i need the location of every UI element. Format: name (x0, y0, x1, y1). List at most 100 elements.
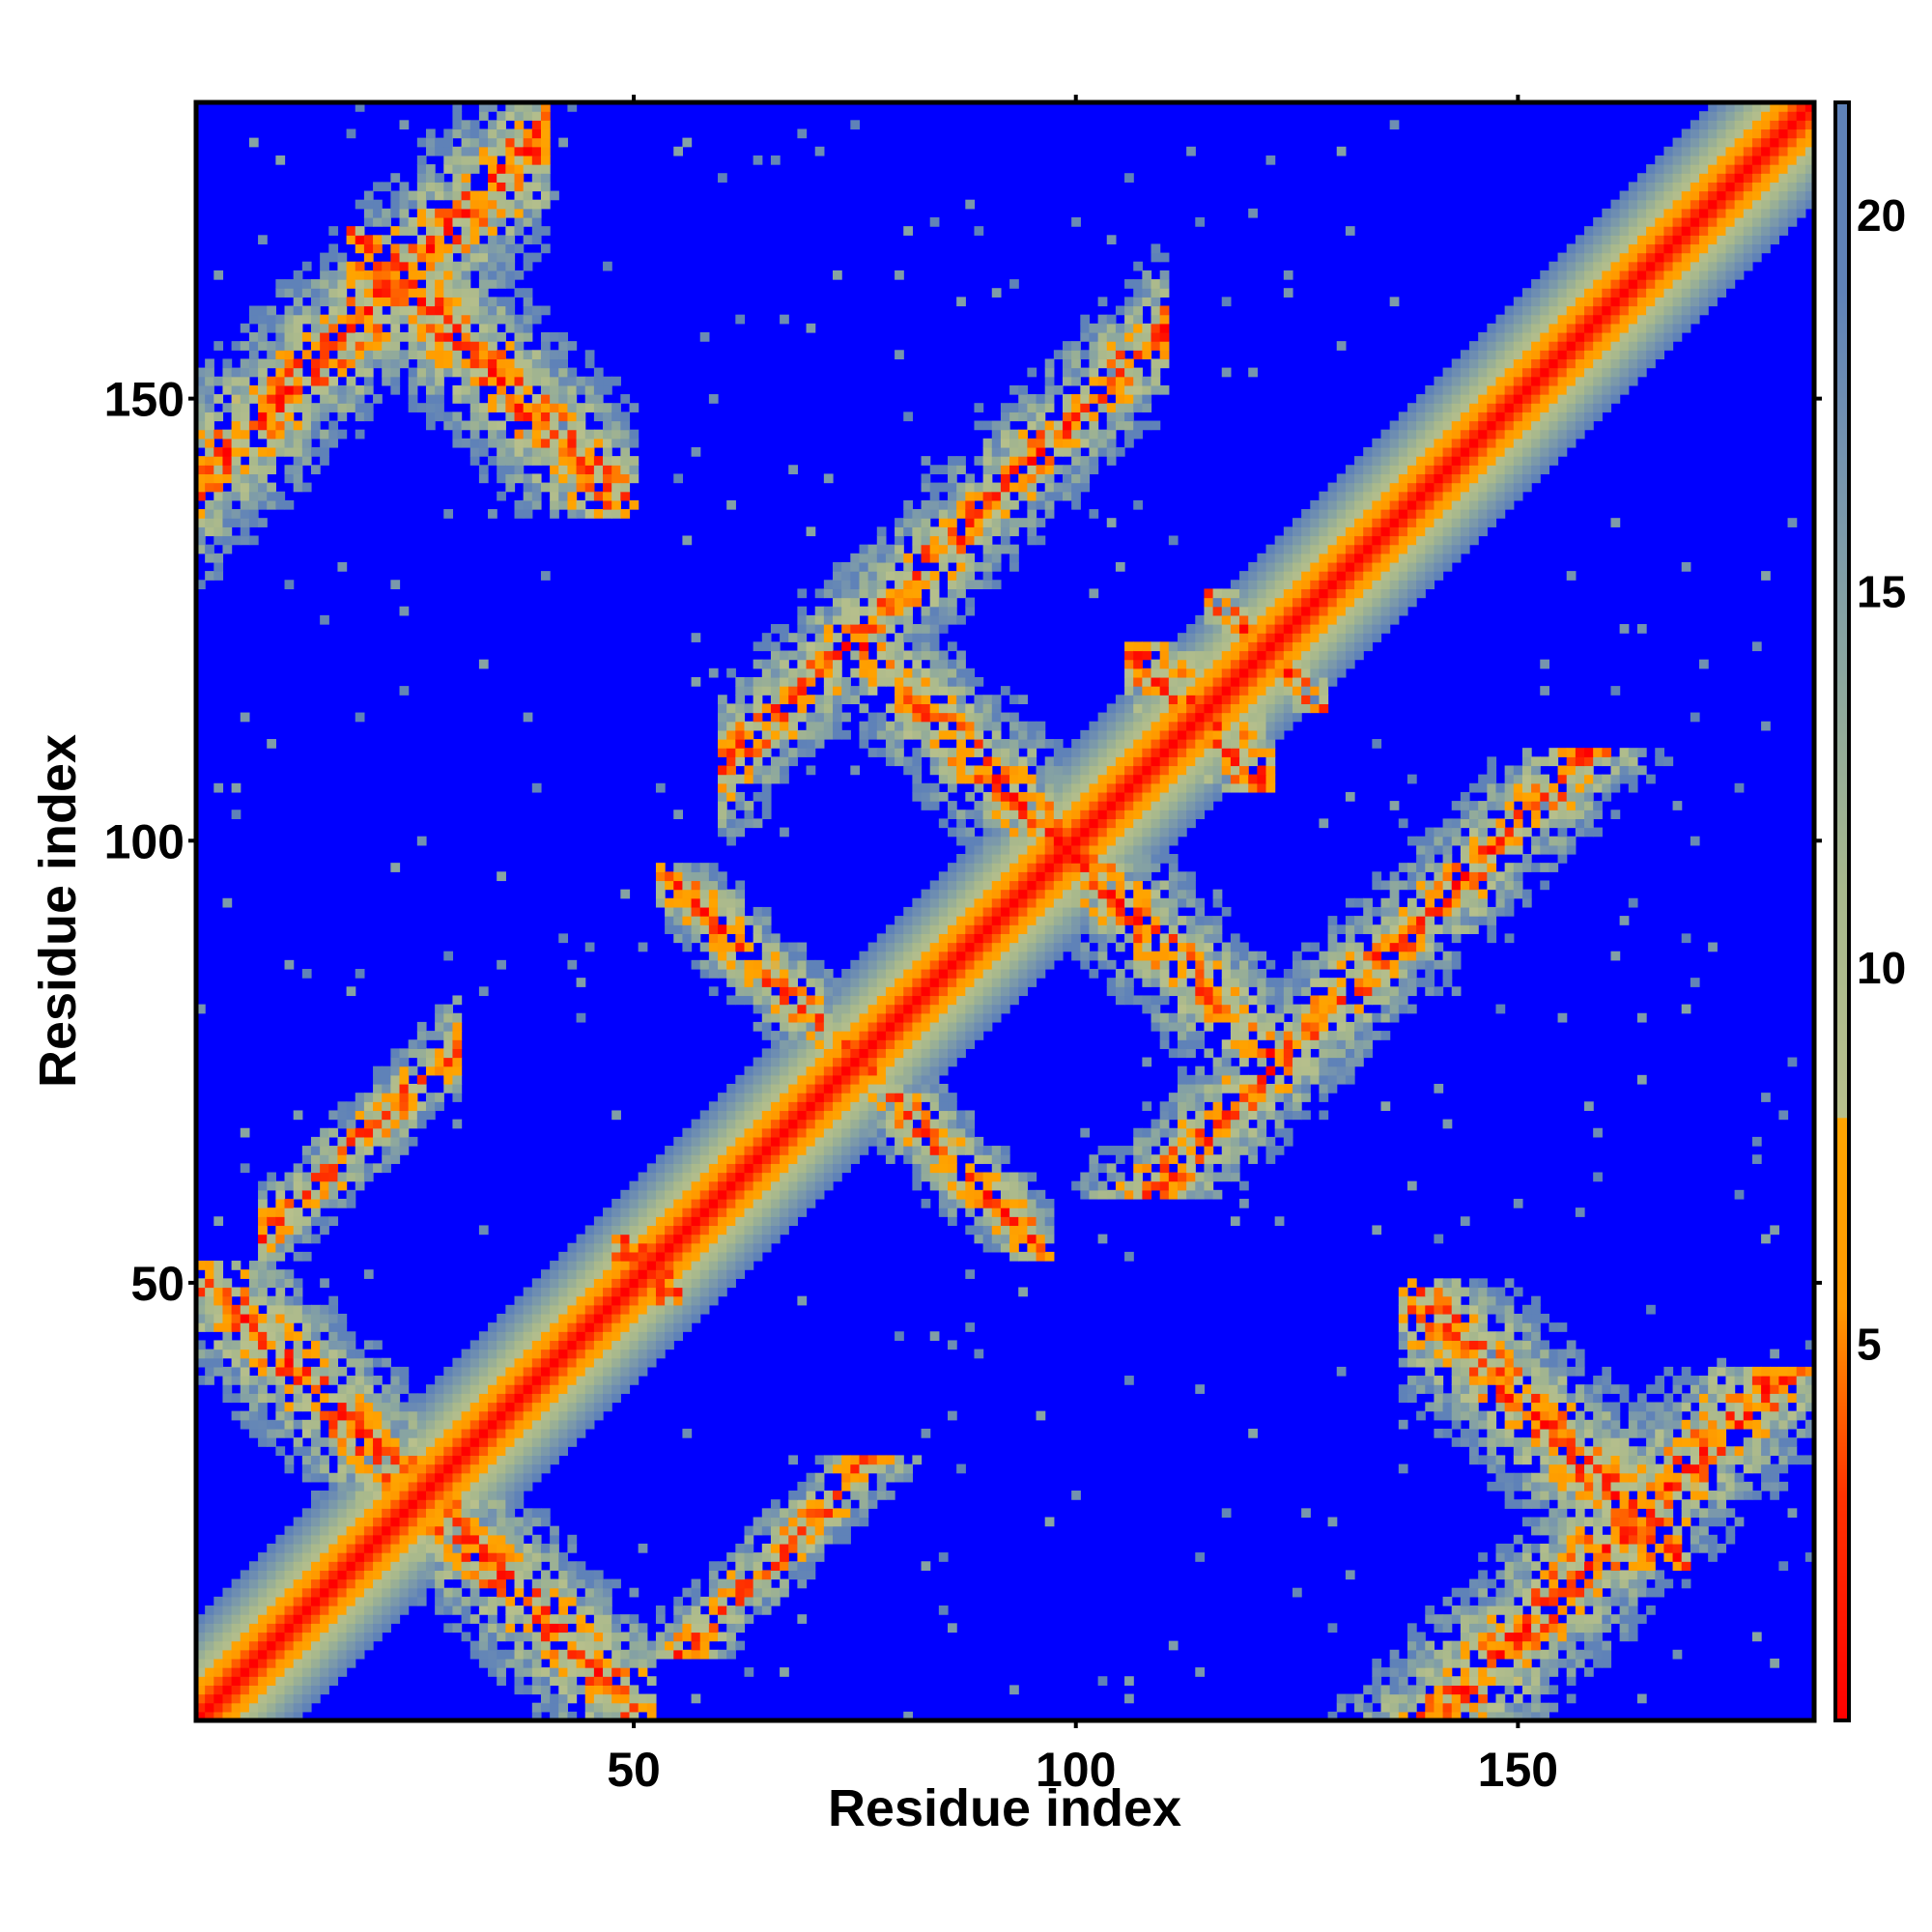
heatmap-cell (425, 173, 436, 183)
heatmap-cell (620, 394, 631, 404)
heatmap-cell (531, 1331, 542, 1342)
heatmap-cell (1619, 1455, 1630, 1465)
heatmap-cell (213, 1702, 224, 1713)
heatmap-cell (718, 1561, 727, 1571)
heatmap-cell (301, 1649, 312, 1660)
heatmap-cell (691, 1287, 701, 1297)
heatmap-cell (337, 1649, 348, 1660)
heatmap-cell (337, 1331, 348, 1342)
heatmap-cell (1548, 1517, 1559, 1527)
heatmap-cell (408, 1083, 418, 1094)
heatmap-cell (275, 1543, 286, 1553)
heatmap-cell (416, 1446, 427, 1457)
heatmap-cell (1495, 1702, 1506, 1713)
heatmap-cell (1540, 1455, 1550, 1465)
heatmap-cell (373, 297, 383, 307)
heatmap-cell (258, 235, 268, 245)
heatmap-cell (390, 305, 401, 316)
heatmap-cell (284, 1331, 295, 1342)
heatmap-cell (1416, 1357, 1426, 1368)
heatmap-cell (222, 465, 233, 475)
heatmap-cell (196, 394, 206, 404)
heatmap-cell (531, 252, 542, 263)
heatmap-cell (390, 1472, 401, 1483)
heatmap-cell (382, 1491, 391, 1500)
heatmap-cell (337, 1455, 348, 1465)
heatmap-cell (328, 1534, 339, 1545)
heatmap-cell (461, 1437, 471, 1447)
heatmap-cell (275, 1693, 286, 1704)
heatmap-cell (231, 412, 242, 422)
heatmap-cell (337, 1517, 348, 1527)
heatmap-cell (248, 331, 259, 342)
heatmap-cell (425, 1393, 436, 1404)
heatmap-cell (258, 1596, 268, 1606)
heatmap-cell (1195, 1384, 1206, 1394)
heatmap-cell (469, 216, 480, 227)
heatmap-cell (1636, 1393, 1647, 1404)
heatmap-cell (452, 128, 463, 139)
heatmap-cell (1593, 1658, 1603, 1668)
heatmap-cell (1593, 1517, 1603, 1527)
heatmap-cell (584, 1605, 595, 1615)
heatmap-cell (363, 1127, 374, 1138)
heatmap-cell (1619, 1596, 1630, 1606)
heatmap-cell (435, 1402, 444, 1412)
heatmap-cell (301, 1366, 312, 1377)
heatmap-cell (355, 1093, 365, 1102)
heatmap-cell (540, 358, 551, 369)
heatmap-cell (708, 1261, 719, 1270)
heatmap-cell (1628, 1525, 1638, 1536)
heatmap-cell (558, 1632, 569, 1642)
heatmap-cell (258, 499, 268, 510)
heatmap-cell (708, 968, 719, 979)
heatmap-cell (461, 261, 471, 271)
heatmap-cell (461, 1428, 471, 1438)
heatmap-cell (753, 1578, 763, 1589)
heatmap-cell (1619, 1614, 1630, 1624)
heatmap-cell (1593, 1605, 1603, 1615)
heatmap-cell (497, 120, 506, 130)
heatmap-cell (806, 1481, 816, 1492)
heatmap-cell (540, 1393, 551, 1404)
heatmap-cell (1469, 1685, 1479, 1695)
heatmap-cell (497, 164, 506, 174)
heatmap-cell (558, 491, 569, 501)
heatmap-cell (638, 1543, 648, 1553)
heatmap-cell (1513, 1605, 1523, 1615)
heatmap-cell (673, 1331, 684, 1342)
heatmap-cell (461, 1499, 471, 1509)
heatmap-cell (1619, 1393, 1630, 1404)
heatmap-cell (726, 1587, 736, 1598)
heatmap-cell (1521, 1702, 1532, 1713)
heatmap-cell (320, 1304, 329, 1315)
heatmap-cell (1504, 1340, 1515, 1350)
heatmap-cell (505, 199, 516, 210)
heatmap-cell (514, 155, 525, 165)
heatmap-cell (373, 1525, 383, 1536)
heatmap-cell (1672, 1419, 1683, 1430)
heatmap-cell (425, 1534, 436, 1545)
heatmap-cell (301, 403, 312, 412)
heatmap-cell (1690, 1463, 1700, 1474)
heatmap-cell (275, 1313, 286, 1323)
heatmap-cell (310, 1552, 321, 1562)
heatmap-cell (1495, 1481, 1506, 1492)
heatmap-cell (1751, 1376, 1762, 1385)
heatmap-cell (514, 270, 525, 280)
heatmap-cell (523, 128, 533, 139)
heatmap-cell (443, 137, 454, 148)
heatmap-cell (1575, 1463, 1585, 1474)
heatmap-cell (1610, 1384, 1621, 1394)
heatmap-cell (1416, 1287, 1426, 1297)
heatmap-cell (248, 1658, 259, 1668)
heatmap-cell (275, 412, 286, 422)
heatmap-cell (1460, 1614, 1470, 1624)
heatmap-cell (1540, 1366, 1550, 1377)
heatmap-cell (629, 1340, 639, 1350)
heatmap-cell (293, 1446, 303, 1457)
heatmap-cell (382, 1499, 391, 1509)
heatmap-cell (699, 880, 710, 891)
heatmap-cell (603, 261, 612, 271)
heatmap-cell (1751, 1419, 1762, 1430)
